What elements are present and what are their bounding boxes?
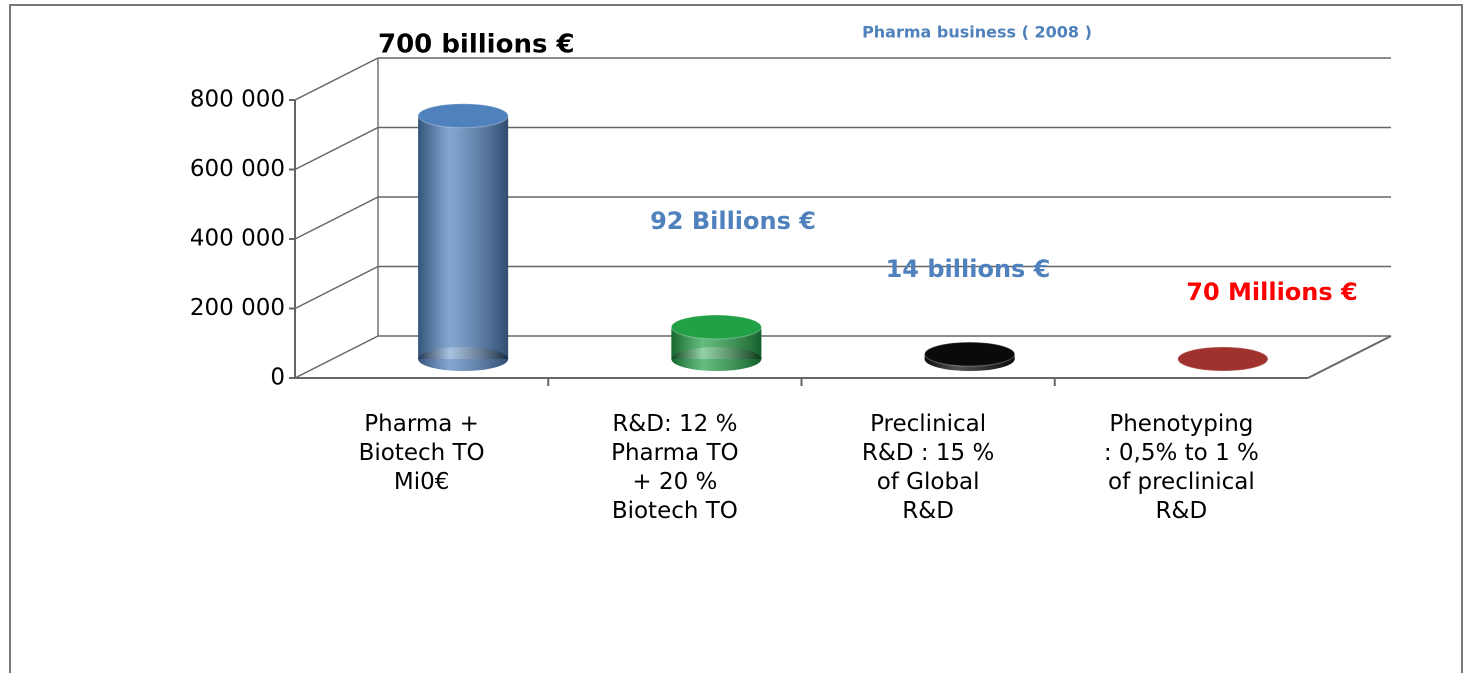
- annotation: 92 Billions €: [650, 207, 816, 235]
- bar-top: [924, 341, 1016, 367]
- y-tick-label: 200 000: [190, 295, 285, 321]
- frame: [9, 4, 1463, 673]
- grid-line: [294, 57, 379, 101]
- x-tick-label: Preclinical R&D : 15 % of Global R&D: [861, 411, 995, 524]
- annotation: 700 billions €: [378, 30, 575, 60]
- bar-shade: [418, 115, 509, 359]
- grid-line: [294, 335, 379, 379]
- grid-line: [294, 126, 379, 171]
- x-tick-label: Phenotyping : 0,5% to 1 % of preclinical…: [1103, 411, 1259, 524]
- grid-line: [294, 265, 379, 310]
- y-tick-label: 600 000: [190, 156, 285, 182]
- x-tick-label: R&D: 12 % Pharma TO + 20 % Biotech TO: [611, 411, 739, 524]
- annotation: 70 Millions €: [1186, 278, 1357, 306]
- y-tick-label: 400 000: [190, 226, 285, 252]
- wall-edge: [1307, 335, 1392, 379]
- bar-top: [670, 314, 762, 340]
- bar-top: [1177, 346, 1269, 372]
- grid-line: [294, 196, 379, 240]
- chart-title: Pharma business ( 2008 ): [862, 23, 1092, 42]
- y-tick-label: 800 000: [190, 87, 285, 113]
- bar-top: [417, 103, 509, 129]
- annotation: 14 billions €: [886, 255, 1051, 283]
- x-tick-label: Pharma + Biotech TO Mi0€: [358, 411, 485, 495]
- y-tick-label: 0: [270, 365, 285, 391]
